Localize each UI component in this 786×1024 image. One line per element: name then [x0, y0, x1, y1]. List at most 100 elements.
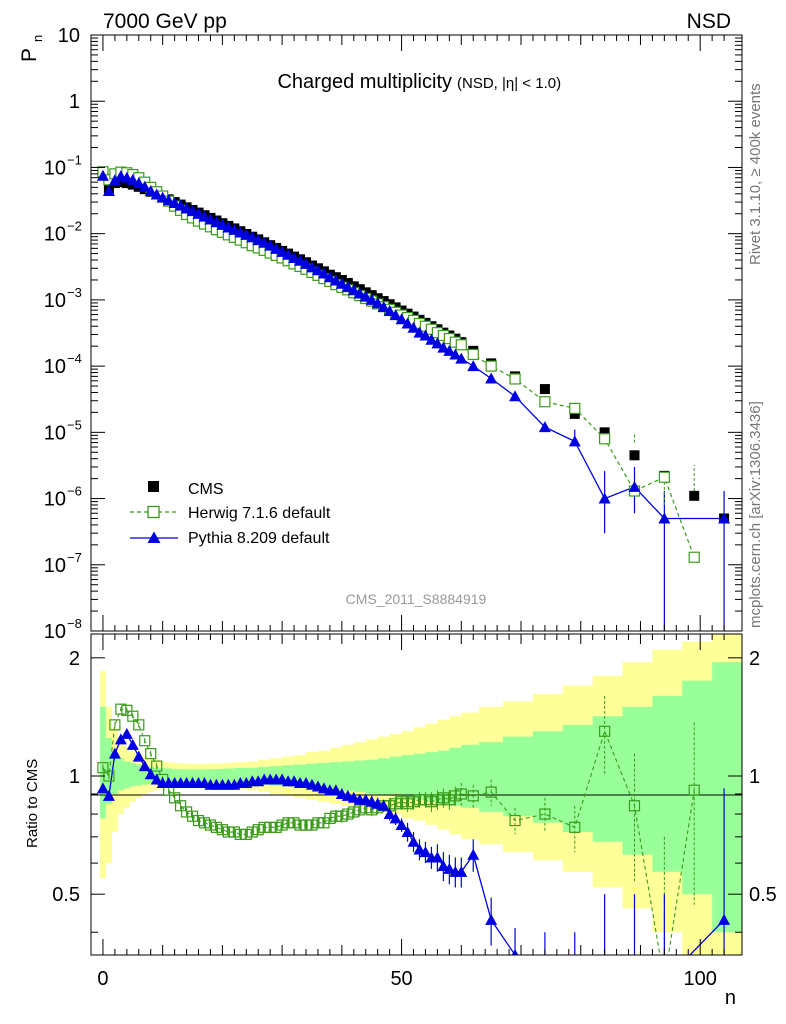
herwig-ratio-point	[252, 824, 264, 836]
x-tick-label: 50	[390, 968, 412, 990]
pythia-point	[365, 293, 378, 305]
pythia-ratio-point	[511, 949, 519, 955]
herwig-point	[658, 471, 670, 483]
pythia-point	[198, 210, 211, 222]
pythia-point	[162, 194, 175, 206]
pythia-ratio-point	[431, 851, 444, 863]
herwig-ratio-point	[330, 810, 342, 822]
herwig-ratio-point	[569, 821, 581, 833]
herwig-ratio-point	[133, 719, 145, 731]
herwig-ratio-point	[324, 812, 336, 824]
pythia-point	[102, 185, 115, 197]
pythia-point	[425, 333, 438, 345]
herwig-ratio-point	[127, 710, 139, 722]
cms-point	[599, 427, 610, 438]
ratio-y-tick-label: 2	[69, 648, 80, 670]
herwig-ratio-point	[413, 794, 426, 806]
legend-label-pythia: Pythia 8.209 default	[188, 530, 330, 547]
pythia-ratio-point	[599, 975, 611, 986]
y-tick-label: 10	[44, 356, 66, 378]
pythia-ratio-point	[569, 975, 581, 986]
pythia-point	[341, 281, 354, 293]
herwig-point	[455, 339, 467, 351]
herwig-ratio-point	[336, 810, 348, 822]
herwig-ratio-point	[258, 821, 270, 833]
y-tick-label: 10	[44, 422, 66, 444]
pythia-ratio-point	[108, 747, 121, 759]
pythia-point	[96, 169, 109, 181]
pythia-point	[371, 297, 384, 309]
ratio-y-tick-label: 1	[69, 766, 80, 788]
pythia-point	[305, 261, 318, 273]
herwig-ratio-point	[300, 819, 312, 831]
herwig-point	[599, 433, 611, 445]
pythia-point	[383, 304, 396, 316]
herwig-ratio-point	[425, 796, 438, 808]
herwig-ratio-point	[437, 792, 449, 804]
x-tick-label: 100	[684, 968, 717, 990]
pythia-point	[718, 512, 731, 524]
herwig-ratio-point	[264, 821, 276, 833]
pythia-point	[389, 309, 402, 321]
herwig-point	[485, 360, 497, 372]
pythia-point	[353, 287, 366, 299]
herwig-ratio-point	[210, 821, 223, 833]
pythia-ratio-point	[150, 773, 163, 785]
y-tick-label: 10	[44, 290, 66, 312]
pythia-point	[449, 348, 462, 360]
cms-point	[121, 178, 132, 189]
pythia-point	[401, 317, 414, 329]
pythia-ratio-point	[126, 738, 139, 750]
pythia-ratio-point	[377, 799, 390, 811]
herwig-ratio-point	[192, 814, 205, 827]
pythia-ratio-point	[114, 733, 127, 745]
herwig-ratio-point	[599, 725, 611, 737]
pythia-point	[467, 360, 480, 372]
rivet-label: Rivet 3.1.10, ≥ 400k events	[747, 83, 764, 265]
pythia-ratio-point	[329, 784, 342, 796]
pythia-point	[270, 242, 283, 254]
herwig-ratio-point	[443, 794, 455, 806]
herwig-ratio-point	[139, 735, 151, 747]
herwig-ratio-point	[121, 704, 133, 716]
herwig-ratio-point	[509, 814, 521, 827]
herwig-ratio-point	[294, 819, 306, 831]
pythia-point	[455, 352, 468, 364]
pythia-ratio-point	[389, 812, 402, 824]
pythia-ratio-point	[539, 975, 551, 986]
pythia-point	[431, 337, 444, 349]
pythia-point	[443, 344, 456, 356]
ratio-y-tick-label: 0.5	[52, 884, 80, 906]
herwig-ratio-point	[348, 806, 360, 818]
pythia-point	[359, 290, 372, 302]
pythia-point	[126, 173, 139, 185]
herwig-ratio-point	[246, 826, 258, 838]
main-panel-frame	[90, 34, 743, 632]
herwig-ratio-point	[180, 806, 193, 818]
pythia-point	[419, 329, 432, 341]
x-axis-label: n	[725, 987, 736, 1009]
herwig-ratio-point	[312, 817, 324, 829]
pythia-point	[628, 480, 641, 492]
herwig-point	[467, 348, 479, 361]
y-tick-label: 10	[44, 224, 66, 246]
herwig-ratio-point	[115, 703, 127, 715]
pythia-point	[311, 264, 324, 276]
y-tick-exponent: −2	[67, 219, 82, 234]
pythia-ratio-point	[144, 768, 157, 780]
mcplots-label: mcplots.cern.ch [arXiv:1306.3436]	[747, 401, 764, 628]
pythia-point	[258, 236, 271, 248]
pythia-point	[538, 421, 551, 433]
herwig-ratio-point	[354, 804, 366, 816]
y-tick-label: 10	[44, 157, 66, 179]
pythia-ratio-point	[455, 865, 468, 877]
legend-marker-cms	[148, 481, 159, 492]
herwig-ratio-point	[659, 976, 669, 986]
pythia-point	[395, 313, 408, 325]
pythia-point	[598, 492, 611, 504]
herwig-point	[509, 373, 521, 385]
ratio-panel-frame	[90, 633, 743, 956]
pythia-line	[102, 175, 725, 520]
herwig-point	[539, 396, 551, 408]
